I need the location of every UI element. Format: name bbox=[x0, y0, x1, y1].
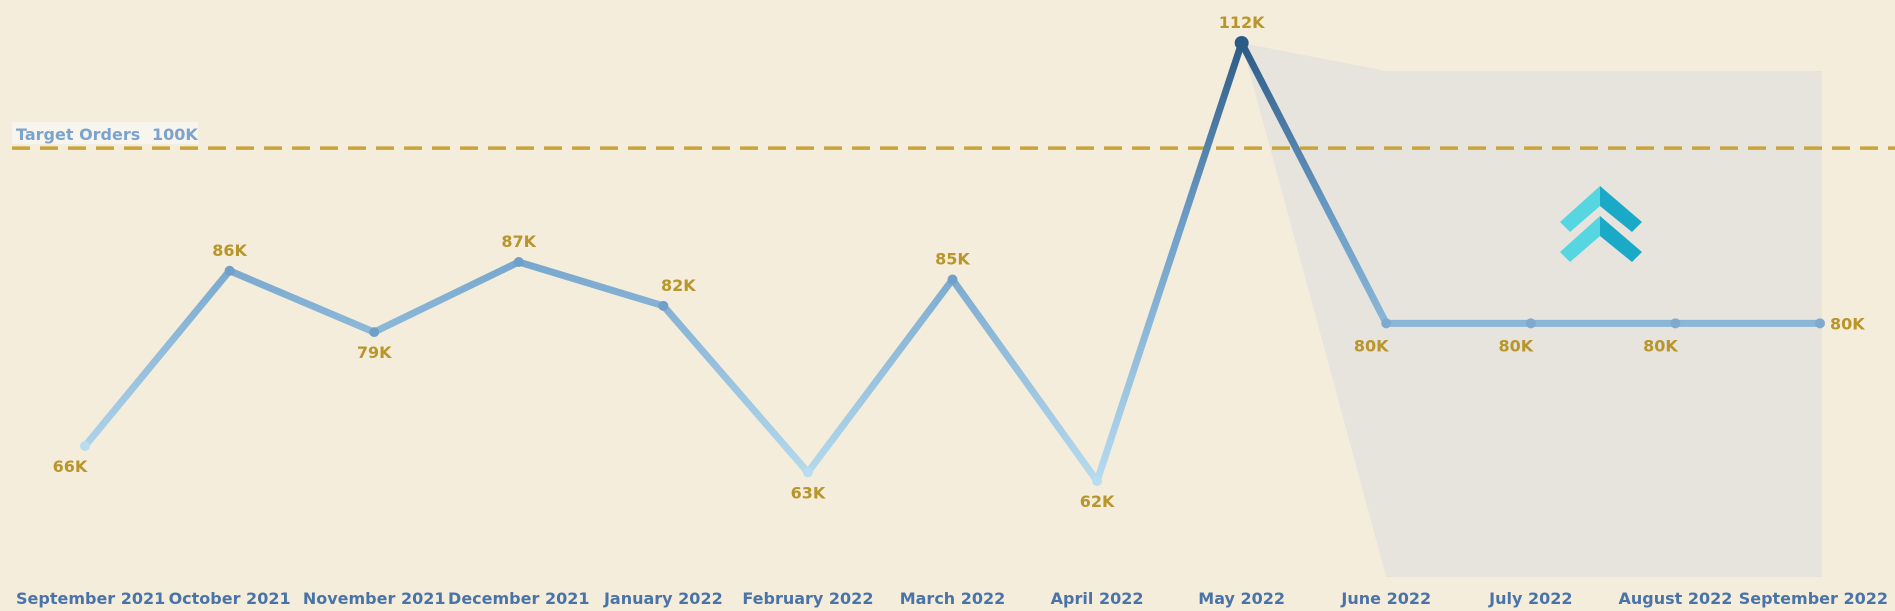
x-tick-label: January 2022 bbox=[603, 589, 723, 608]
target-label-bg bbox=[12, 122, 198, 145]
data-point[interactable] bbox=[1234, 36, 1249, 50]
double-chevron-up-icon bbox=[1560, 186, 1642, 262]
data-point[interactable] bbox=[1092, 476, 1103, 487]
data-point[interactable] bbox=[80, 441, 90, 451]
x-tick-label: September 2022 bbox=[1739, 589, 1888, 608]
data-label: 66K bbox=[53, 457, 88, 476]
data-point[interactable] bbox=[224, 265, 235, 276]
data-label: 85K bbox=[935, 250, 970, 269]
x-tick-label: April 2022 bbox=[1051, 589, 1144, 608]
x-tick-label: November 2021 bbox=[303, 589, 446, 608]
data-label: 80K bbox=[1830, 314, 1865, 333]
data-label: 86K bbox=[212, 241, 247, 260]
x-tick-label: October 2021 bbox=[169, 589, 291, 608]
data-point[interactable] bbox=[1815, 318, 1825, 329]
data-point[interactable] bbox=[513, 257, 524, 268]
data-label: 112K bbox=[1219, 13, 1265, 32]
data-point[interactable] bbox=[1381, 318, 1392, 329]
x-tick-label: May 2022 bbox=[1198, 589, 1285, 608]
x-tick-label: August 2022 bbox=[1618, 589, 1732, 608]
data-label: 62K bbox=[1080, 492, 1115, 511]
data-label: 80K bbox=[1498, 336, 1533, 355]
x-tick-label: February 2022 bbox=[742, 589, 873, 608]
data-point[interactable] bbox=[658, 300, 669, 311]
forecast-band bbox=[1241, 43, 1822, 577]
x-tick-label: June 2022 bbox=[1340, 589, 1431, 608]
data-label: 79K bbox=[357, 343, 392, 362]
data-point[interactable] bbox=[369, 327, 380, 338]
data-point[interactable] bbox=[1525, 318, 1536, 329]
x-tick-label: December 2021 bbox=[448, 589, 589, 608]
data-label: 80K bbox=[1354, 336, 1389, 355]
target-value-label: 100K bbox=[152, 125, 198, 144]
target-label: Target Orders bbox=[16, 125, 140, 144]
data-point[interactable] bbox=[947, 274, 958, 285]
data-label: 80K bbox=[1643, 336, 1678, 355]
data-label: 63K bbox=[791, 483, 826, 502]
data-point[interactable] bbox=[1670, 318, 1681, 329]
data-point[interactable] bbox=[802, 467, 813, 478]
data-label: 82K bbox=[661, 276, 696, 295]
x-tick-label: March 2022 bbox=[900, 589, 1006, 608]
x-tick-label: September 2021 bbox=[16, 589, 165, 608]
data-label: 87K bbox=[501, 232, 536, 251]
x-tick-label: July 2022 bbox=[1488, 589, 1572, 608]
